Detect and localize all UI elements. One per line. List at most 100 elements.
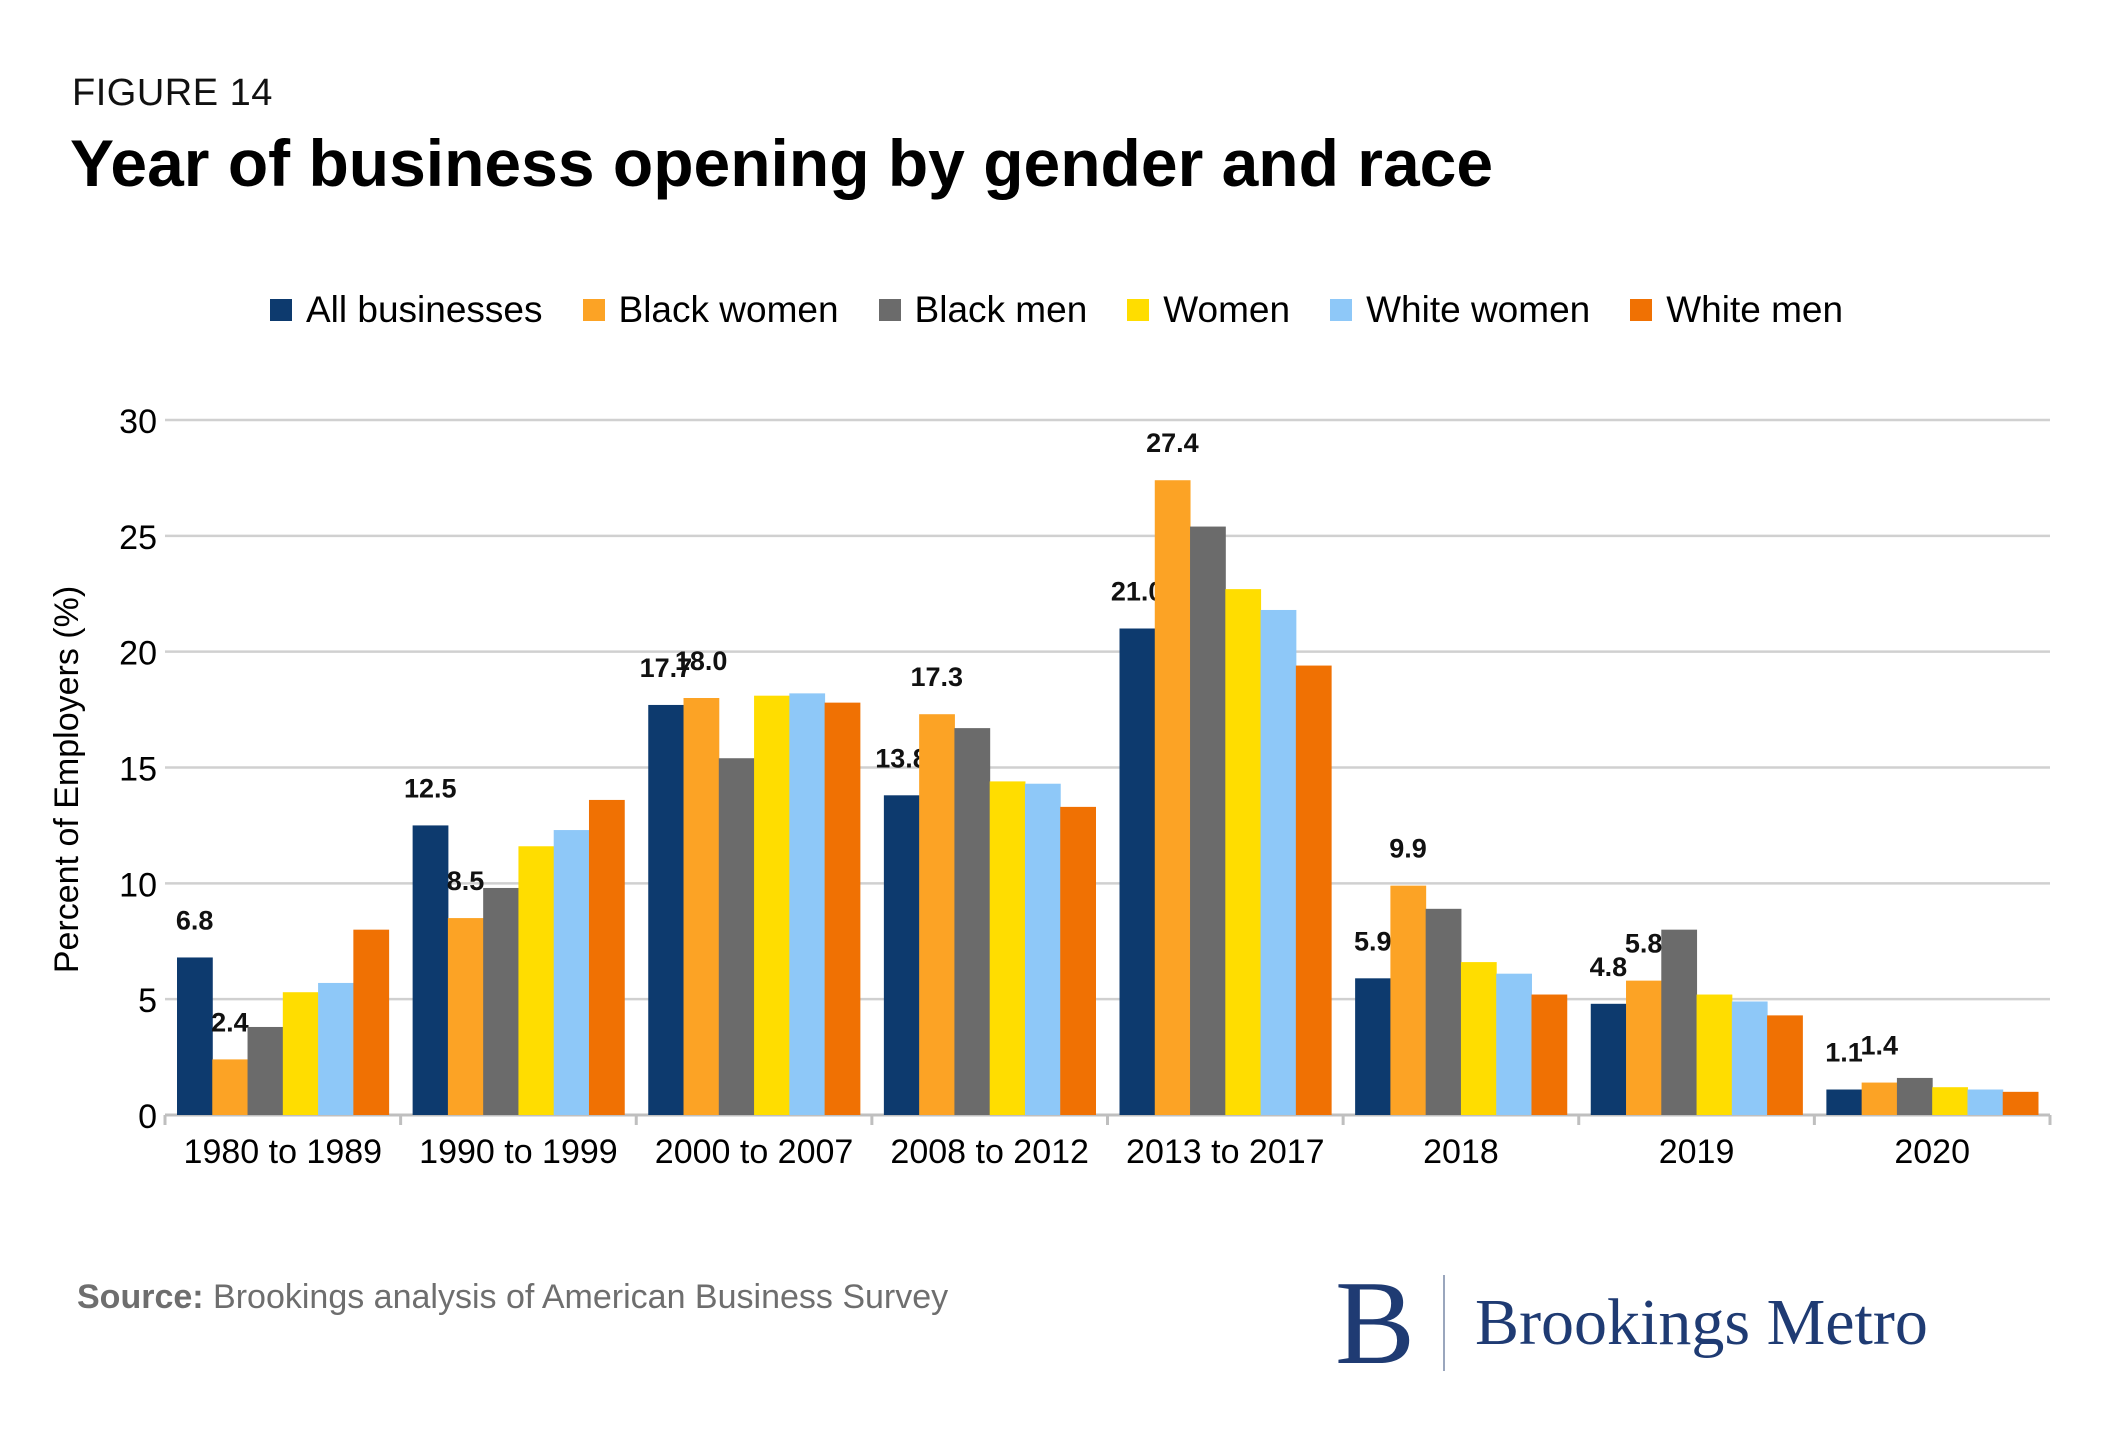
y-tick-label: 10: [119, 866, 157, 904]
legend-item: White men: [1630, 289, 1843, 331]
bar: [1355, 978, 1391, 1115]
x-tick-label: 1990 to 1999: [419, 1133, 618, 1171]
bar: [1425, 908, 1462, 1115]
x-tick-label: 2018: [1423, 1133, 1499, 1171]
bar: [353, 929, 390, 1115]
bar: [1767, 1015, 1803, 1115]
bar: [1967, 1089, 2004, 1115]
bar: [718, 758, 755, 1115]
legend-label: Black women: [618, 289, 839, 330]
bar: [1590, 1003, 1627, 1115]
bar: [883, 795, 920, 1115]
bar: [824, 702, 861, 1115]
data-label: 18.0: [675, 646, 728, 676]
bar: [447, 918, 484, 1115]
y-tick-label: 25: [119, 519, 157, 557]
bar: [1826, 1089, 1863, 1115]
legend-swatch: [1630, 299, 1653, 321]
logo-mark: B: [1335, 1256, 1416, 1389]
bar: [1460, 962, 1497, 1115]
data-label: 6.8: [176, 905, 214, 935]
source-label: Source:: [77, 1278, 204, 1316]
bar: [954, 728, 991, 1115]
bar: [648, 704, 685, 1115]
bar: [553, 830, 590, 1115]
bar: [1225, 589, 1262, 1115]
data-label: 5.9: [1354, 926, 1392, 956]
bar: [1060, 806, 1096, 1115]
bar: [683, 698, 720, 1115]
legend-swatch: [1330, 299, 1353, 321]
x-tick-label: 2013 to 2017: [1126, 1133, 1325, 1171]
logo-divider: [1443, 1275, 1446, 1371]
y-tick-label: 20: [119, 635, 157, 673]
bar: [1260, 609, 1297, 1115]
bar: [212, 1059, 249, 1115]
bar: [588, 799, 625, 1115]
y-tick-label: 0: [138, 1098, 157, 1136]
legend-label: Black men: [914, 289, 1088, 330]
figure-label: FIGURE 14: [72, 72, 273, 114]
data-label: 13.8: [875, 743, 928, 773]
bar: [1861, 1082, 1898, 1115]
bar: [1932, 1087, 1968, 1115]
bar: [1390, 885, 1427, 1115]
bar: [1024, 783, 1061, 1115]
legend-item: All businesses: [270, 289, 543, 331]
legend-item: Black women: [582, 289, 839, 331]
y-tick-label: 5: [138, 982, 157, 1020]
legend-label: All businesses: [306, 289, 543, 330]
chart-legend: All businesses Black women Black men Women W…: [270, 285, 1883, 335]
legend-label: White men: [1666, 289, 1844, 330]
bar: [318, 982, 354, 1115]
bar: [483, 887, 519, 1115]
data-label: 1.4: [1861, 1031, 1899, 1061]
chart-title: Year of business opening by gender and r…: [70, 126, 1494, 200]
legend-swatch: [270, 299, 292, 321]
bar: [412, 825, 449, 1115]
data-label: 17.3: [911, 662, 964, 692]
legend-item: Women: [1127, 289, 1290, 331]
source-text: Brookings analysis of American Business …: [203, 1278, 949, 1316]
x-tick-label: 2019: [1659, 1133, 1735, 1171]
data-label: 2.4: [211, 1007, 249, 1037]
data-label: 4.8: [1590, 952, 1628, 982]
source-note: Source: Brookings analysis of American B…: [77, 1278, 948, 1317]
data-label: 12.5: [404, 773, 457, 803]
bar: [177, 957, 213, 1115]
bar: [919, 714, 955, 1115]
legend-swatch: [1127, 299, 1150, 321]
data-label: 21.0: [1111, 577, 1164, 607]
bar: [1661, 929, 1698, 1115]
legend-label: White women: [1366, 289, 1591, 330]
legend-label: Women: [1163, 289, 1291, 330]
y-tick-label: 15: [119, 751, 157, 789]
bar: [1119, 628, 1156, 1115]
brookings-metro-logo: B Brookings Metro: [1335, 1263, 1928, 1383]
logo-text: Brookings Metro: [1475, 1286, 1928, 1359]
bar: [1696, 994, 1733, 1115]
x-tick-label: 2008 to 2012: [890, 1133, 1089, 1171]
bar: [1190, 526, 1226, 1115]
bar: [247, 1026, 284, 1115]
data-label: 8.5: [447, 866, 485, 896]
data-label: 9.9: [1389, 834, 1427, 864]
x-tick-label: 2000 to 2007: [655, 1133, 854, 1171]
legend-item: White women: [1330, 289, 1590, 331]
legend-swatch: [582, 299, 605, 321]
bar: [1896, 1077, 1933, 1115]
x-tick-label: 1980 to 1989: [184, 1133, 383, 1171]
bar: [282, 992, 319, 1115]
data-label: 5.8: [1625, 929, 1663, 959]
bar: [1731, 1001, 1768, 1115]
bar: [518, 846, 555, 1115]
bar: [1531, 994, 1568, 1115]
data-label: 17.7: [640, 653, 693, 683]
bar: [2002, 1091, 2039, 1115]
y-axis-label: Percent of Employers (%): [48, 586, 86, 973]
bar: [754, 695, 790, 1115]
bar: [1154, 480, 1191, 1115]
bar: [1295, 665, 1332, 1115]
data-label: 1.1: [1825, 1038, 1863, 1068]
